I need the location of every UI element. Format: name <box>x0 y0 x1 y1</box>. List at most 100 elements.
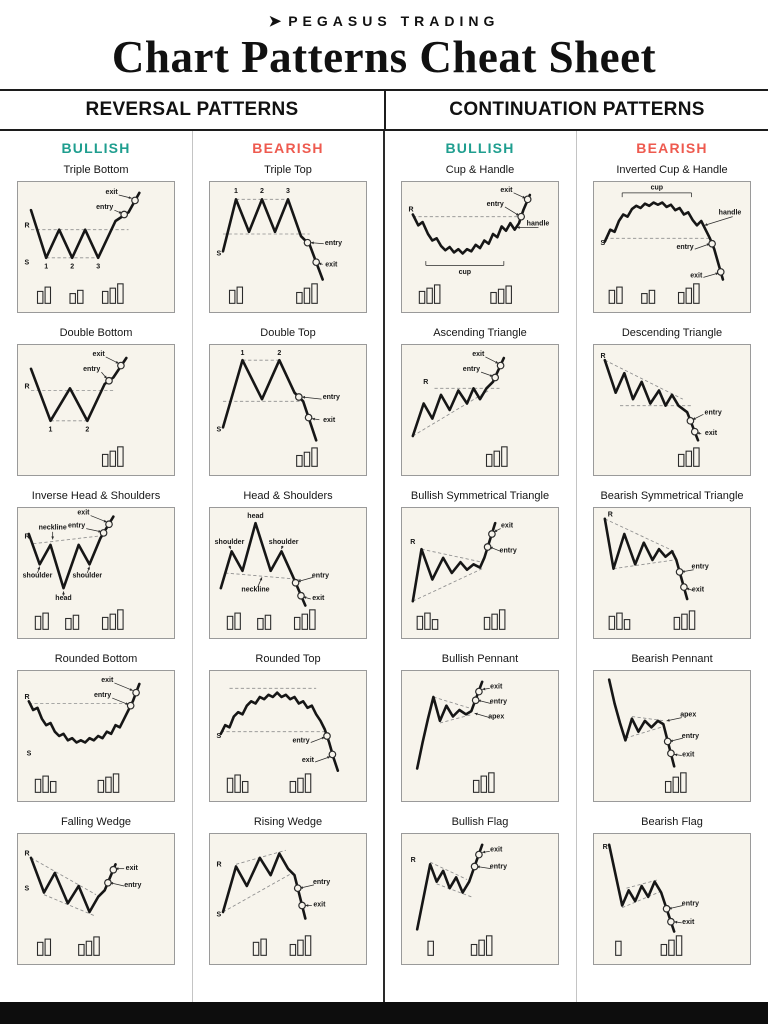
volume-bar <box>485 934 493 956</box>
arrowhead <box>494 528 498 532</box>
pattern-card-triple-top: Triple Top 1 2 3 entry exit S <box>192 156 384 319</box>
volume-bar <box>681 613 688 630</box>
annotation-label: exit <box>325 261 338 268</box>
annotation-label: entry <box>94 692 111 699</box>
guide-line <box>439 713 473 723</box>
volume-bar <box>680 771 687 793</box>
annotation-label: exit <box>101 676 114 683</box>
volume-bar <box>226 615 234 630</box>
volume-bar <box>693 282 700 304</box>
volume-bar <box>472 779 480 793</box>
annotation-label: handle <box>719 209 742 216</box>
entry-exit-marker <box>488 529 496 538</box>
volume-bar <box>688 609 696 630</box>
annotation-label: exit <box>682 918 695 925</box>
pattern-name: Bullish Flag <box>451 815 509 828</box>
entry-exit-marker <box>105 519 113 528</box>
arrowhead <box>495 360 499 363</box>
pattern-grid: Triple Bottom exit entry R S 1 2 3 Triple Top 1 2 3… <box>0 156 768 971</box>
entry-exit-marker <box>304 413 313 421</box>
entry-exit-marker <box>104 878 112 887</box>
volume-bar <box>109 613 117 630</box>
pattern-diagram-triple-top: 1 2 3 entry exit S <box>209 180 367 313</box>
pattern-name: Bullish Symmetrical Triangle <box>410 489 550 502</box>
volume-bar <box>311 446 318 467</box>
price-line <box>415 843 484 931</box>
pattern-svg: entry exit S <box>217 687 340 793</box>
annotation-arrow <box>114 682 133 691</box>
annotation-label: R <box>608 511 613 518</box>
entry-exit-marker <box>471 695 480 704</box>
annotation-label: apex <box>488 713 504 720</box>
volume-bar <box>65 617 72 630</box>
annotation-label: exit <box>690 272 703 279</box>
annotation-label: neckline <box>39 524 67 531</box>
volume-bar <box>44 938 52 956</box>
annotation-label: exit <box>490 683 503 690</box>
volume-bar <box>623 618 631 630</box>
entry-exit-marker <box>708 239 716 248</box>
volume-bar <box>685 450 693 467</box>
pattern-name: Falling Wedge <box>60 815 132 828</box>
pattern-card-ascending-triangle: Ascending Triangle exit entry R <box>384 319 576 482</box>
column-header-bearish: BEARISH <box>636 139 708 156</box>
pattern-name: Bearish Flag <box>641 815 703 828</box>
pattern-diagram-triple-bottom: exit entry R S 1 2 3 <box>17 180 175 313</box>
annotation-label: 1 <box>234 187 238 194</box>
guide-line <box>421 548 483 563</box>
annotation-label: entry <box>96 204 113 211</box>
annotation-label: R <box>601 353 606 360</box>
volume-bar <box>109 287 117 304</box>
volume-bar <box>297 777 304 793</box>
entry-exit-marker <box>291 578 300 587</box>
volume-bar <box>85 940 93 956</box>
pattern-card-bullish-flag: Bullish Flag exit entry R <box>384 808 576 971</box>
arrowhead <box>327 755 331 759</box>
price-line <box>415 680 484 770</box>
arrowhead <box>129 687 133 691</box>
entry-exit-marker <box>491 373 500 381</box>
volume-bar <box>498 608 506 630</box>
volume-bar <box>426 287 433 304</box>
annotation-label: entry <box>323 394 340 401</box>
pattern-svg: cup handle entry exit R <box>409 186 549 304</box>
entry-exit-marker <box>120 210 129 218</box>
annotation-label: S <box>27 750 32 757</box>
price-line <box>603 517 689 600</box>
annotation-label: entry <box>500 547 517 554</box>
section-reversal-patterns: REVERSAL PATTERNS <box>85 98 299 120</box>
arrowhead <box>37 566 41 570</box>
annotation-label: exit <box>472 350 485 357</box>
price-line <box>27 682 141 744</box>
annotation-label: cup <box>459 269 472 276</box>
entry-exit-marker <box>667 748 675 757</box>
volume-bar <box>431 618 439 630</box>
annotation-label: S <box>217 733 222 740</box>
annotation-label: 2 <box>277 349 281 356</box>
arrowhead <box>482 850 486 853</box>
annotation-label: entry <box>312 572 329 579</box>
entry-exit-marker <box>132 688 140 697</box>
annotation-label: shoulder <box>215 538 245 545</box>
volume-bar <box>304 934 312 956</box>
pattern-diagram-bearish-pennant: apex entry exit <box>593 669 751 802</box>
price-line <box>221 358 318 442</box>
arrowhead <box>62 590 65 594</box>
annotation-label: apex <box>680 711 696 718</box>
pattern-svg: entry exit R <box>603 843 699 956</box>
volume-bar <box>36 941 44 956</box>
volume-bar <box>101 290 109 304</box>
pattern-name: Rounded Top <box>255 652 321 665</box>
pattern-svg: head shoulder shoulder neckline entry exit <box>215 512 329 630</box>
guide-line <box>613 559 675 569</box>
annotation-label: exit <box>682 751 695 758</box>
volume-bar <box>241 780 249 793</box>
price-line <box>411 193 532 255</box>
entry-exit-marker <box>523 194 532 203</box>
pattern-name: Bullish Pennant <box>441 652 519 665</box>
entry-exit-marker <box>297 591 305 600</box>
center-divider <box>383 130 385 1002</box>
